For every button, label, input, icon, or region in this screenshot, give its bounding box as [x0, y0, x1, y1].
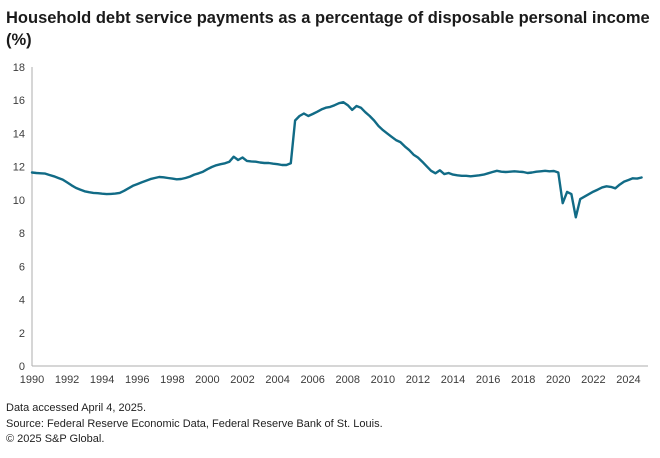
x-axis-tick-label: 1994	[90, 374, 114, 386]
x-axis-tick-label: 2004	[265, 374, 289, 386]
y-axis-tick-label: 0	[19, 361, 25, 373]
y-axis-tick-label: 18	[13, 62, 25, 74]
x-axis-tick-label: 2012	[406, 374, 430, 386]
x-axis-tick-label: 2002	[230, 374, 254, 386]
y-axis-tick-label: 2	[19, 328, 25, 340]
x-axis-tick-label: 2006	[300, 374, 324, 386]
debt-service-series-line	[30, 101, 643, 219]
x-axis-tick-label: 2022	[581, 374, 605, 386]
y-axis-tick-label: 4	[19, 295, 25, 307]
x-axis-tick-label: 1992	[55, 374, 79, 386]
debt-service-line-chart: 0 2 4 6 8 10 12 14 16 18 1990 1992 1994 1996 1998 2000 2…	[13, 62, 648, 386]
source-note: Source: Federal Reserve Economic Data, F…	[6, 417, 383, 430]
y-axis-tick-label: 16	[13, 95, 25, 107]
x-axis-tick-label: 1990	[20, 374, 44, 386]
y-axis-tick-label: 6	[19, 261, 25, 273]
chart-footer: Data accessed April 4, 2025. Source: Fed…	[6, 401, 654, 448]
x-axis-tick-label: 2000	[195, 374, 219, 386]
y-axis-tick-label: 14	[13, 128, 25, 140]
x-axis-tick-label: 2024	[616, 374, 640, 386]
chart-area: 0 2 4 6 8 10 12 14 16 18 1990 1992 1994 1996 1998 2000 2…	[0, 56, 660, 396]
data-accessed-note: Data accessed April 4, 2025.	[6, 402, 147, 414]
x-axis-tick-label: 2008	[336, 374, 360, 386]
chart-title: Household debt service payments as a per…	[6, 9, 650, 49]
x-axis-tick-label: 1998	[160, 374, 184, 386]
x-axis-tick-label: 2014	[441, 374, 465, 386]
copyright-note: © 2025 S&P Global.	[6, 433, 105, 445]
x-axis-tick-label: 2016	[476, 374, 500, 386]
x-axis-tick-label: 1996	[125, 374, 149, 386]
y-axis-tick-label: 10	[13, 195, 25, 207]
y-axis-tick-label: 8	[19, 228, 25, 240]
x-axis-tick-label: 2018	[511, 374, 535, 386]
y-axis-tick-label: 12	[13, 162, 25, 174]
x-axis-tick-label: 2020	[546, 374, 570, 386]
x-axis-tick-label: 2010	[371, 374, 395, 386]
